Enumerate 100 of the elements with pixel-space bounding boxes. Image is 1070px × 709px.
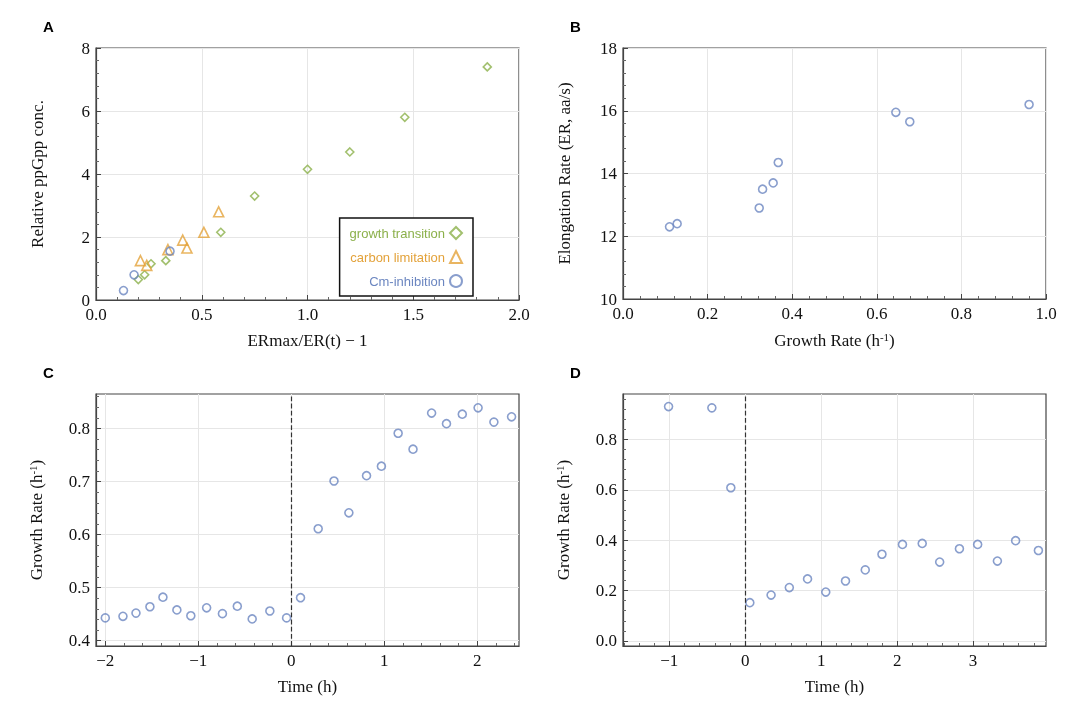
point (217, 608, 228, 619)
y-tick-label: 2 (81, 227, 90, 247)
point (773, 157, 784, 168)
point (344, 508, 354, 518)
point (745, 597, 755, 608)
point (146, 258, 156, 269)
point (302, 164, 313, 175)
chart-title: A (43, 18, 54, 35)
x-tick-label: 1.0 (1035, 304, 1057, 323)
y-axis-title: Elongation Rate (ER, aa/s) (555, 82, 574, 265)
y-tick-label: 0.5 (68, 578, 90, 598)
point (295, 592, 306, 603)
legend-label: carbon limitation (350, 249, 445, 265)
x-axis-title: Time (h) (277, 677, 338, 696)
point (1024, 99, 1034, 110)
point (877, 549, 887, 560)
x-tick-label: 0.4 (781, 304, 804, 323)
point (672, 218, 682, 229)
y-tick-label: 0.8 (68, 418, 90, 438)
point (232, 601, 243, 612)
point (840, 576, 851, 586)
point (249, 191, 260, 201)
point (820, 587, 831, 597)
point (802, 574, 813, 584)
legend-label: Cm-inhibition (369, 273, 445, 289)
y-axis-title: Relative ppGpp conc. (28, 100, 47, 248)
point (129, 270, 139, 280)
x-tick-label: 1.0 (296, 305, 319, 324)
point (905, 116, 915, 127)
point (768, 178, 778, 188)
point (212, 206, 225, 218)
point (897, 539, 908, 550)
point (215, 227, 226, 238)
point (139, 270, 150, 280)
point (441, 418, 452, 429)
point (489, 417, 499, 427)
point (664, 222, 675, 232)
point (457, 409, 468, 419)
point (707, 403, 717, 413)
y-tick-label: 18 (600, 38, 617, 58)
x-tick-label: 0 (741, 651, 750, 670)
y-tick-label: 0.2 (595, 581, 617, 601)
point (972, 539, 983, 550)
y-tick-label: 0.6 (68, 525, 90, 545)
point (172, 605, 182, 615)
point (118, 285, 129, 296)
point (313, 523, 323, 534)
point (482, 62, 493, 72)
legend-label: growth transition (349, 225, 445, 241)
point (265, 606, 275, 616)
x-tick-label: 0.2 (696, 304, 719, 323)
point (131, 608, 141, 618)
point (992, 556, 1003, 566)
point (186, 610, 196, 621)
point (329, 476, 339, 486)
y-tick-label: 14 (600, 164, 618, 183)
point (118, 611, 128, 622)
y-tick-label: 0.6 (595, 480, 617, 500)
x-tick-label: 2 (892, 651, 902, 670)
point (784, 582, 795, 593)
point (954, 543, 965, 554)
point (198, 226, 210, 239)
x-tick-label: 0 (286, 651, 296, 670)
x-tick-label: 1 (816, 651, 826, 670)
y-axis-title: Growth Rate (h-1) (553, 459, 573, 581)
point (160, 255, 171, 266)
point (408, 444, 418, 454)
x-tick-label: 0.8 (950, 304, 973, 323)
chart-title: C (43, 364, 54, 381)
y-tick-label: 12 (600, 226, 617, 246)
point (361, 470, 372, 481)
x-tick-label: −2 (96, 651, 115, 670)
y-tick-label: 0 (81, 290, 90, 310)
y-tick-label: 16 (600, 101, 617, 121)
point (158, 592, 168, 602)
point (133, 274, 144, 285)
x-tick-label: 1.5 (402, 305, 424, 324)
y-tick-label: 0.0 (595, 631, 617, 651)
x-axis-title: Time (h) (804, 677, 865, 696)
point (181, 242, 193, 254)
point (134, 254, 147, 267)
point (766, 590, 776, 600)
point (506, 412, 517, 422)
point (726, 482, 736, 493)
x-tick-label: −1 (189, 651, 208, 670)
point (281, 613, 292, 623)
x-tick-label: 3 (968, 651, 978, 670)
point (426, 408, 437, 418)
point (754, 203, 765, 213)
point (473, 403, 483, 413)
point (100, 613, 111, 623)
x-tick-label: −1 (660, 651, 679, 670)
y-tick-label: 0.4 (68, 631, 91, 651)
point (1033, 545, 1044, 556)
x-tick-label: 2.0 (508, 305, 530, 324)
x-tick-label: 0.5 (191, 305, 213, 324)
point (757, 184, 768, 194)
y-tick-label: 0.8 (595, 429, 617, 449)
point (376, 461, 387, 471)
point (663, 401, 674, 412)
